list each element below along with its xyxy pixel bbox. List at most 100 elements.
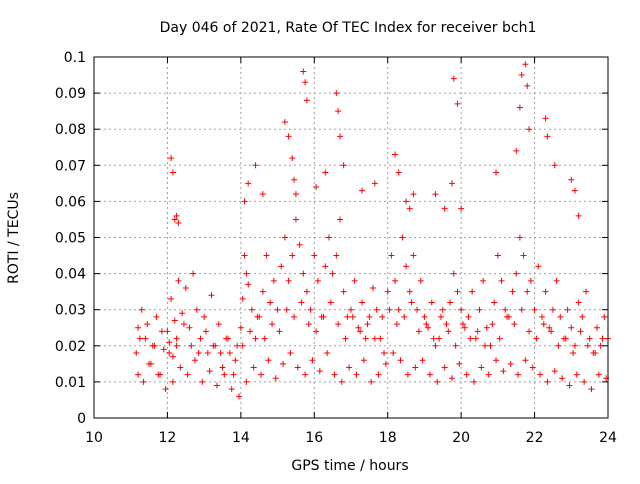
data-point [562, 335, 569, 342]
data-point [307, 306, 314, 313]
data-point [494, 252, 501, 259]
data-point [498, 277, 505, 284]
data-point [336, 133, 343, 140]
data-point [568, 324, 575, 331]
data-point [412, 364, 419, 371]
data-point [441, 364, 448, 371]
data-point [450, 270, 457, 277]
y-tick-label: 0.01 [55, 375, 86, 391]
data-point [309, 357, 316, 364]
data-point [381, 350, 388, 357]
data-point [169, 169, 176, 176]
data-point [173, 335, 180, 342]
data-point [204, 350, 211, 357]
data-point [375, 371, 382, 378]
data-point [215, 321, 222, 328]
data-point [136, 335, 143, 342]
data-point [502, 306, 509, 313]
data-point [138, 306, 145, 313]
data-point [379, 313, 386, 320]
data-point [595, 371, 602, 378]
data-point [575, 299, 582, 306]
x-axis-label: GPS time / hours [291, 458, 408, 474]
data-point [478, 364, 485, 371]
data-point [485, 371, 492, 378]
data-point [213, 382, 220, 389]
data-point [281, 234, 288, 241]
data-point [245, 180, 252, 187]
data-point [133, 350, 140, 357]
data-point [311, 252, 318, 259]
x-tick-label: 14 [232, 430, 250, 446]
data-point [445, 328, 452, 335]
data-point [191, 357, 198, 364]
data-point [160, 346, 167, 353]
y-tick-label: 0 [77, 411, 86, 427]
data-point [201, 313, 208, 320]
data-point [496, 335, 503, 342]
data-point [305, 321, 312, 328]
axis-ticks: 10 12 14 16 18 20 22 24 0 0.01 0.02 0.03 0.04 0.05 0.0… [55, 50, 617, 446]
data-point [520, 252, 527, 259]
data-point [544, 133, 551, 140]
data-point [245, 281, 252, 288]
data-point [135, 324, 142, 331]
data-point [171, 216, 178, 223]
y-tick-label: 0.1 [64, 50, 86, 66]
data-point [285, 133, 292, 140]
data-point [322, 263, 329, 270]
data-point [465, 313, 472, 320]
data-point [199, 378, 206, 385]
data-point [140, 378, 147, 385]
data-point [504, 313, 511, 320]
data-point [441, 205, 448, 212]
data-point [549, 306, 556, 313]
data-point [592, 350, 599, 357]
data-point [392, 277, 399, 284]
data-point [342, 335, 349, 342]
data-point [195, 350, 202, 357]
data-point [248, 306, 255, 313]
data-point [252, 162, 259, 169]
data-point [410, 191, 417, 198]
data-point [463, 371, 470, 378]
data-point [221, 371, 228, 378]
data-point [430, 335, 437, 342]
data-point [263, 252, 270, 259]
data-point [283, 306, 290, 313]
data-point [234, 342, 241, 349]
data-point [184, 371, 191, 378]
data-point [179, 310, 186, 317]
data-point [548, 328, 555, 335]
data-point [269, 321, 276, 328]
data-point [335, 108, 342, 115]
data-point [357, 328, 364, 335]
data-point [593, 324, 600, 331]
data-point [333, 252, 340, 259]
data-point [232, 357, 239, 364]
data-point [360, 357, 367, 364]
data-point [303, 97, 310, 104]
data-point [142, 335, 149, 342]
data-point [436, 335, 443, 342]
data-point [568, 176, 575, 183]
data-point [480, 277, 487, 284]
data-point [575, 212, 582, 219]
y-tick-label: 0.05 [55, 231, 86, 247]
data-point [267, 299, 274, 306]
data-point [371, 180, 378, 187]
data-point [551, 368, 558, 375]
data-point [351, 277, 358, 284]
data-point [278, 263, 285, 270]
data-point [482, 342, 489, 349]
data-point [313, 328, 320, 335]
data-point [555, 342, 562, 349]
data-point [208, 292, 215, 299]
x-tick-label: 22 [526, 430, 544, 446]
data-point [533, 335, 540, 342]
data-point [546, 324, 553, 331]
data-point [513, 147, 520, 154]
data-point [169, 353, 176, 360]
data-point [395, 306, 402, 313]
data-point [513, 270, 520, 277]
